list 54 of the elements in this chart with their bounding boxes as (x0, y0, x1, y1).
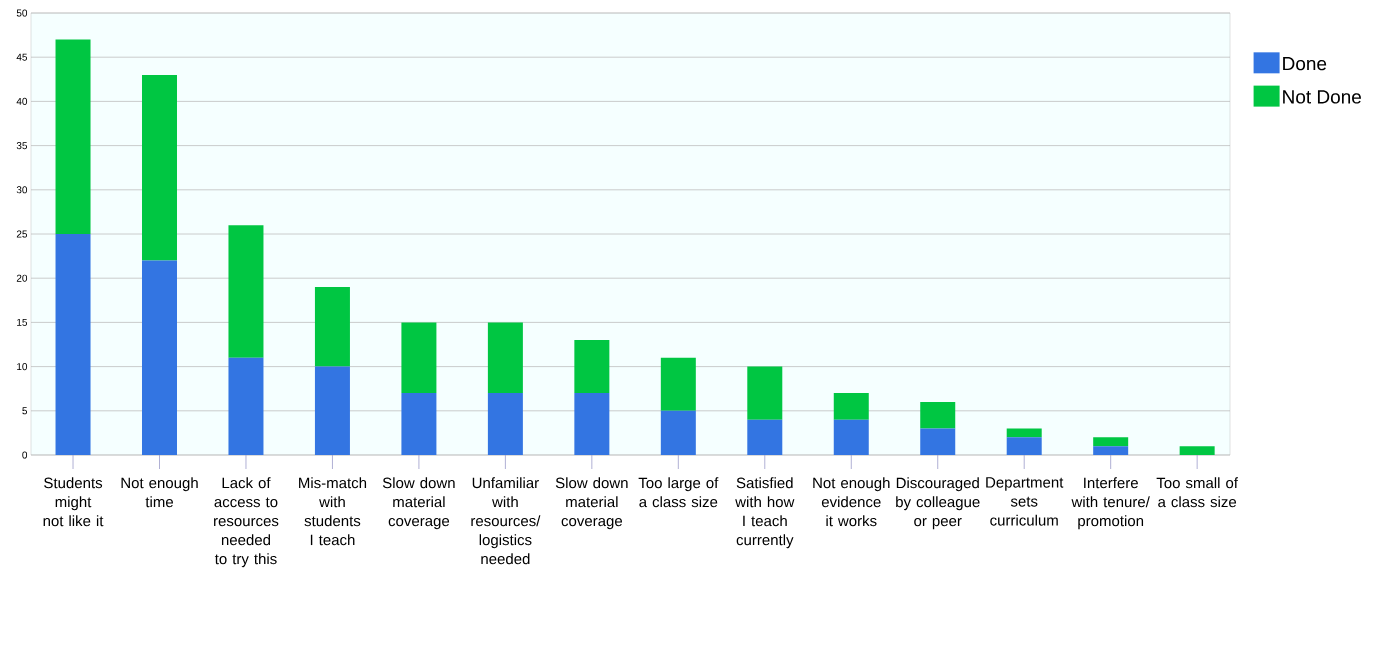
bar (401, 393, 437, 455)
y-tick-label: 35 (16, 142, 28, 150)
y-tick-label: 15 (17, 318, 28, 326)
legend-label: Done (1283, 57, 1327, 71)
x-tick-label: Slow down material coverage (555, 477, 628, 530)
bar (1093, 446, 1129, 455)
x-tick-label: Department sets curriculum (986, 477, 1064, 526)
bar (1006, 437, 1042, 455)
bar (574, 340, 610, 394)
y-tick-label: 50 (16, 9, 28, 17)
x-tick-label: Too large of a class size (638, 477, 719, 508)
bar (228, 357, 264, 455)
bar (314, 366, 350, 455)
x-tick-label: Not enough evidence it works (813, 477, 890, 527)
bar (487, 393, 523, 455)
x-tick-label: Interfere with tenure/ promotion (1071, 477, 1150, 530)
bar (833, 393, 869, 420)
x-tick-label: Unfamiliar with resources/ logistics needed (471, 477, 541, 565)
bar (55, 39, 91, 234)
y-tick-label: 20 (16, 274, 28, 282)
bar (660, 410, 696, 455)
x-tick-label: Students might not like it (43, 477, 104, 527)
bar (228, 225, 264, 358)
x-tick-label: Not enough time (121, 477, 198, 508)
bar (142, 260, 177, 455)
bar (314, 287, 350, 367)
y-tick-label: 30 (16, 186, 28, 194)
bar (1179, 446, 1215, 455)
bar (1093, 437, 1129, 447)
bar (55, 234, 91, 455)
x-tick-label: Discouraged by colleague or peer (896, 477, 980, 530)
x-tick-label: Slow down material coverage (382, 477, 455, 530)
legend-label: Not Done (1283, 90, 1361, 104)
y-tick-label: 40 (16, 97, 28, 105)
bar (1006, 428, 1042, 438)
bar (401, 322, 437, 394)
x-tick-label: Lack of access to resources needed to try this (214, 477, 279, 568)
y-tick-label: 10 (17, 363, 28, 371)
x-tick-label: Mis-match with students I teach (299, 477, 367, 546)
bar (747, 366, 783, 420)
bar (833, 419, 869, 455)
x-tick-label: Satisfied with how I teach currently (735, 477, 795, 549)
bar (487, 322, 523, 394)
bar (142, 74, 177, 261)
x-tick-label: Too small of a class size (1156, 477, 1238, 508)
bar (747, 419, 783, 455)
bar (920, 401, 956, 429)
bar (574, 393, 610, 455)
y-tick-label: 25 (16, 230, 28, 238)
bar (660, 357, 696, 411)
bar (920, 428, 956, 455)
y-tick-label: 45 (16, 53, 28, 61)
y-tick-label: 0 (22, 451, 28, 459)
y-tick-label: 5 (22, 407, 28, 415)
